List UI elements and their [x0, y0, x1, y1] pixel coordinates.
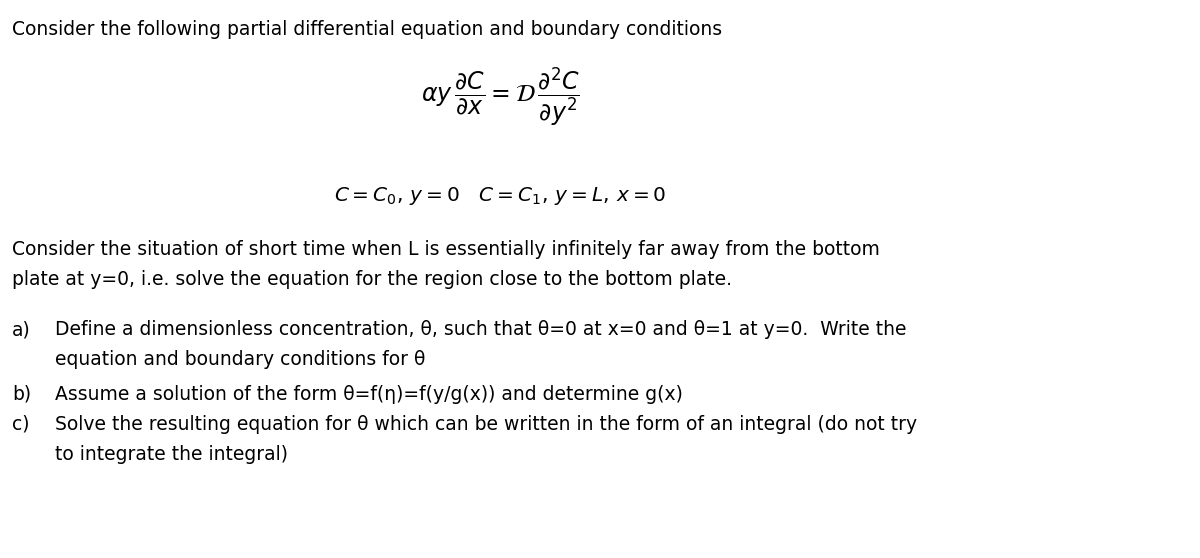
Text: c): c)	[12, 415, 30, 434]
Text: $C = C_0,\, y = 0 \quad C = C_1,\, y = L,\, x = 0$: $C = C_0,\, y = 0 \quad C = C_1,\, y = L…	[334, 185, 666, 207]
Text: plate at y=0, i.e. solve the equation for the region close to the bottom plate.: plate at y=0, i.e. solve the equation fo…	[12, 270, 732, 289]
Text: Assume a solution of the form θ=f(η)=f(y/g(x)) and determine g(x): Assume a solution of the form θ=f(η)=f(y…	[55, 385, 683, 404]
Text: Consider the situation of short time when L is essentially infinitely far away f: Consider the situation of short time whe…	[12, 240, 880, 259]
Text: b): b)	[12, 385, 31, 404]
Text: Define a dimensionless concentration, θ, such that θ=0 at x=0 and θ=1 at y=0.  W: Define a dimensionless concentration, θ,…	[55, 320, 906, 339]
Text: a): a)	[12, 320, 31, 339]
Text: Solve the resulting equation for θ which can be written in the form of an integr: Solve the resulting equation for θ which…	[55, 415, 917, 434]
Text: equation and boundary conditions for θ: equation and boundary conditions for θ	[55, 350, 425, 369]
Text: to integrate the integral): to integrate the integral)	[55, 445, 288, 464]
Text: Consider the following partial differential equation and boundary conditions: Consider the following partial different…	[12, 20, 722, 39]
Text: $\alpha y\,\dfrac{\partial C}{\partial x} = \mathcal{D}\,\dfrac{\partial^2 C}{\p: $\alpha y\,\dfrac{\partial C}{\partial x…	[420, 65, 580, 128]
